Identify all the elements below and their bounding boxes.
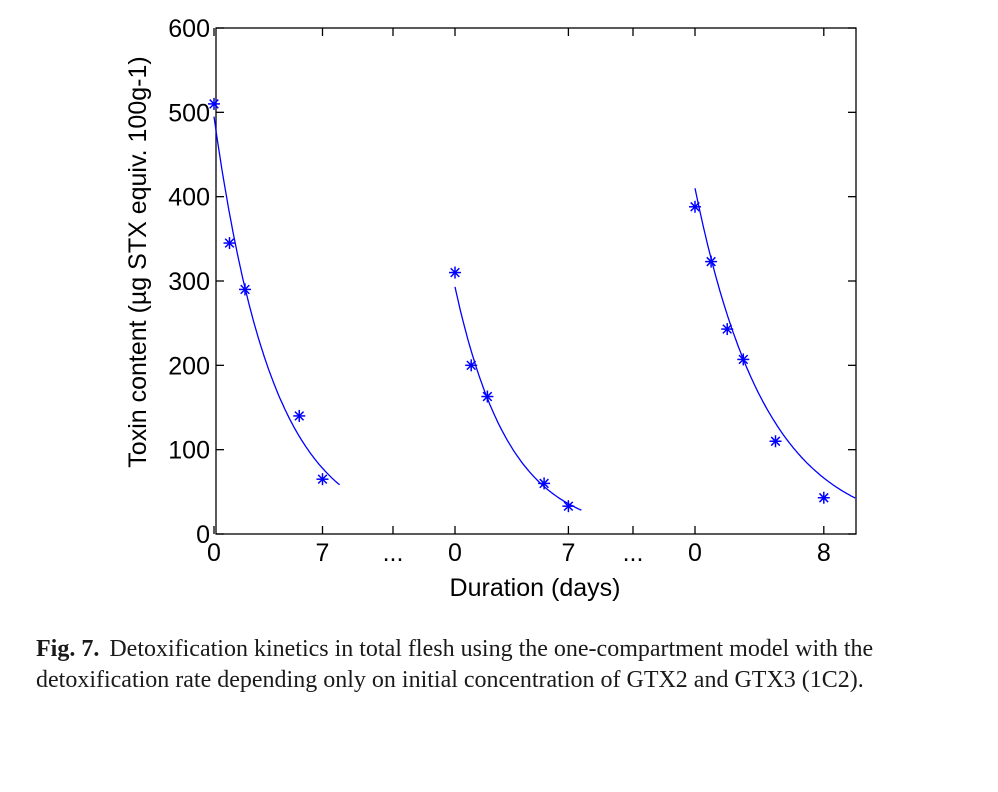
y-tick-label: 0: [196, 521, 210, 549]
y-axis: 0 100 200 300 400 500 600: [168, 15, 856, 549]
chart: 0 100 200 300 400 500 600 0 7 0 7 0 8...... Duratio…: [124, 15, 857, 602]
data-point: [481, 390, 494, 403]
y-tick-label: 100: [168, 437, 210, 465]
fit-curve-1: [213, 116, 341, 486]
y-tick-label: 500: [168, 99, 210, 127]
data-point: [239, 283, 251, 296]
fit-curve-2: [454, 286, 582, 511]
y-tick-label: 400: [168, 184, 210, 212]
y-tick-label: 600: [168, 15, 210, 43]
data-point: [562, 500, 575, 513]
x-separator-label: ...: [623, 539, 644, 567]
data-point: [689, 200, 701, 213]
x-axis-title: Duration (days): [450, 574, 621, 602]
data-point: [721, 323, 734, 336]
x-tick-label: 0: [207, 539, 221, 567]
data-point: [293, 409, 306, 422]
data-point: [769, 435, 782, 448]
data-point: [223, 237, 236, 250]
data-point: [817, 491, 830, 504]
fit-curves: [213, 116, 856, 511]
y-axis-title: Toxin content (µg STX equiv. 100g-1): [124, 56, 152, 467]
fit-curve-3: [694, 188, 856, 499]
x-tick-label: 7: [316, 539, 330, 567]
data-point: [316, 473, 329, 486]
x-tick-label: 7: [561, 539, 575, 567]
data-point: [705, 255, 718, 268]
x-tick-label: 0: [448, 539, 462, 567]
data-point: [208, 97, 220, 110]
data-point: [465, 359, 478, 372]
data-points: [208, 97, 830, 513]
y-tick-label: 200: [168, 352, 210, 380]
caption-text: Detoxification kinetics in total flesh u…: [36, 636, 874, 693]
plot-frame: [215, 27, 857, 535]
figure-caption: Fig. 7. Detoxification kinetics in total …: [36, 634, 956, 696]
x-tick-label: 0: [688, 539, 702, 567]
x-tick-label: 8: [817, 539, 831, 567]
data-point: [449, 266, 461, 279]
data-point: [538, 477, 551, 490]
figure-label: Fig. 7.: [36, 636, 100, 662]
x-axis: 0 7 0 7 0 8......: [207, 28, 831, 567]
y-tick-label: 300: [168, 268, 210, 296]
data-point: [737, 353, 750, 366]
x-separator-label: ...: [383, 539, 404, 567]
